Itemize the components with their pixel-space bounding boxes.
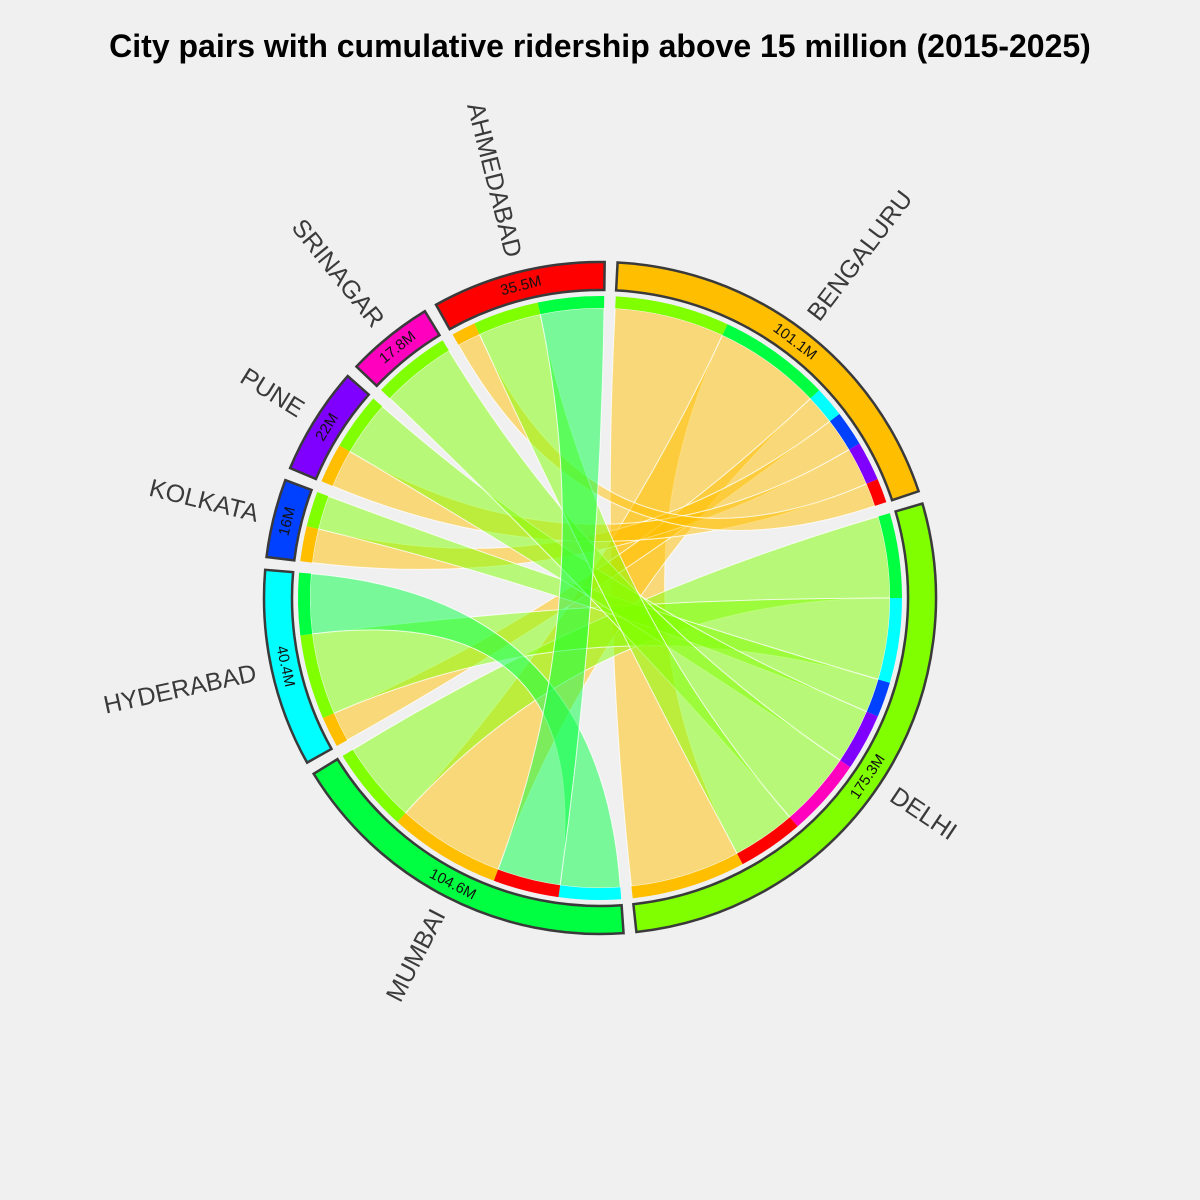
city-label-srinagar: SRINAGAR — [286, 214, 390, 333]
link-band-delhi — [339, 398, 383, 452]
link-band-kolkata — [866, 679, 890, 717]
sector-pune — [288, 374, 371, 481]
link-band-delhi — [342, 749, 406, 822]
sector-ahmedabad — [434, 260, 606, 331]
sector-srinagar — [354, 309, 442, 388]
total-label-kolkata: 16M — [276, 505, 299, 537]
link-band-bengaluru — [452, 323, 480, 345]
link-band-hyderabad — [878, 597, 902, 683]
sector-kolkata — [265, 478, 314, 562]
city-label-kolkata: KOLKATA — [146, 474, 261, 528]
chord-ribbons — [309, 307, 891, 889]
link-band-srinagar — [789, 760, 851, 827]
link-band-ahmedabad — [493, 869, 561, 898]
link-band-delhi — [381, 340, 449, 399]
link-band-mumbai — [537, 296, 605, 315]
link-band-delhi — [300, 633, 334, 719]
link-band-bengaluru — [397, 813, 499, 881]
link-band-delhi — [615, 296, 728, 336]
link-band-bengaluru — [322, 713, 348, 746]
sector-hyderabad — [262, 568, 334, 765]
link-band-kolkata — [829, 413, 860, 450]
link-band-hyderabad — [810, 390, 840, 422]
city-sectors — [262, 260, 938, 936]
link-band-mumbai — [878, 513, 902, 598]
city-label-ahmedabad: AHMEDABAD — [461, 100, 527, 260]
chord-bengaluru-ahmedabad — [457, 333, 876, 531]
link-band-pune — [849, 443, 878, 484]
link-band-ahmedabad — [866, 479, 887, 506]
link-band-delhi — [306, 492, 329, 529]
link-band-bengaluru — [321, 445, 350, 486]
city-label-mumbai: MUMBAI — [381, 905, 452, 1007]
link-band-mumbai — [297, 572, 313, 636]
link-band-mumbai — [722, 324, 820, 399]
link-band-bengaluru — [631, 853, 743, 899]
link-band-hyderabad — [558, 885, 622, 901]
city-label-hyderabad: HYDERABAD — [101, 659, 259, 719]
sector-bengaluru — [614, 261, 921, 502]
link-bands — [297, 296, 902, 901]
link-band-pune — [840, 711, 878, 768]
link-band-bengaluru — [300, 526, 319, 563]
link-band-ahmedabad — [737, 817, 798, 865]
city-label-bengaluru: BENGALURU — [802, 185, 918, 326]
sector-delhi — [632, 502, 938, 934]
city-label-pune: PUNE — [235, 363, 309, 424]
link-band-delhi — [474, 302, 541, 335]
chart-title: City pairs with cumulative ridership abo… — [109, 28, 1091, 64]
sector-mumbai — [311, 757, 625, 936]
city-label-delhi: DELHI — [885, 782, 962, 846]
chord-delhi-ahmedabad — [478, 313, 791, 855]
